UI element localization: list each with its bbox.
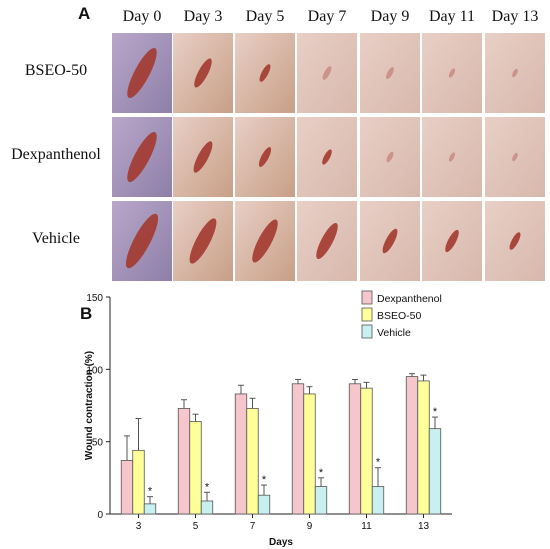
bar <box>189 421 202 515</box>
legend-swatch <box>361 324 373 339</box>
x-tick-label: 11 <box>361 521 372 532</box>
legend-swatch <box>361 307 373 322</box>
day-label: Day 3 <box>183 8 223 25</box>
wound-photo <box>422 117 482 197</box>
x-tick-label: 7 <box>250 521 256 532</box>
bar <box>348 383 362 515</box>
wound-photo <box>485 201 545 281</box>
wound-contraction-chart: B 0 50 100 150 Wound contraction (%) 3 * 5 * 7 * 9 * 1… <box>80 290 452 548</box>
significance-mark: * <box>262 474 267 486</box>
y-tick-label: 50 <box>92 438 104 449</box>
wound-photo <box>112 201 172 281</box>
row-label: Dexpanthenol <box>11 146 101 163</box>
wound-photo <box>297 33 357 113</box>
bar <box>303 393 316 515</box>
wound-photo <box>112 33 172 113</box>
x-tick-label: 5 <box>193 521 199 532</box>
wound-photo <box>173 201 233 281</box>
bar <box>177 407 191 515</box>
bar <box>234 393 248 515</box>
wound-photo <box>235 117 295 197</box>
bar <box>314 486 328 515</box>
legend-label: Vehicle <box>377 327 411 339</box>
bar <box>360 387 373 515</box>
significance-mark: * <box>319 467 324 479</box>
bar <box>132 449 145 515</box>
wound-photo <box>485 117 545 197</box>
row-label: Vehicle <box>32 230 80 247</box>
wound-photo <box>297 117 357 197</box>
wound-photo <box>422 33 482 113</box>
significance-mark: * <box>433 406 438 418</box>
wound-photo <box>297 201 357 281</box>
wound-photo <box>173 33 233 113</box>
bar <box>291 383 305 515</box>
bar <box>200 500 214 515</box>
bar <box>428 428 442 515</box>
day-label: Day 9 <box>370 8 410 25</box>
wound-photo <box>360 33 420 113</box>
panel-b-letter: B <box>80 304 92 323</box>
legend-label: Dexpanthenol <box>377 293 442 305</box>
bar <box>120 460 134 515</box>
wound-photo <box>173 117 233 197</box>
day-label: Day 0 <box>122 8 162 25</box>
wound-photo <box>360 117 420 197</box>
x-tick-label: 13 <box>418 521 430 532</box>
x-tick-label: 9 <box>307 521 313 532</box>
significance-mark: * <box>205 481 210 493</box>
wound-photo <box>235 201 295 281</box>
bar <box>417 380 430 515</box>
y-axis-label: Wound contraction (%) <box>84 351 95 460</box>
y-tick-label: 150 <box>86 293 103 304</box>
significance-mark: * <box>148 486 153 498</box>
day-label: Day 7 <box>307 8 347 25</box>
wound-photo <box>235 33 295 113</box>
y-tick-label: 0 <box>97 510 103 521</box>
wound-photo <box>422 201 482 281</box>
bar <box>371 486 385 515</box>
legend-label: BSEO-50 <box>377 310 422 322</box>
bar <box>257 494 271 515</box>
wound-photo <box>112 117 172 197</box>
bar <box>143 503 157 515</box>
y-tick-label: 100 <box>86 365 103 376</box>
day-label: Day 11 <box>428 8 476 25</box>
bar <box>405 376 419 515</box>
x-tick-label: 3 <box>136 521 142 532</box>
row-label: BSEO-50 <box>24 62 88 79</box>
day-label: Day 13 <box>491 8 539 25</box>
wound-photo <box>485 33 545 113</box>
panel-a-letter: A <box>78 4 91 23</box>
day-label: Day 5 <box>245 8 285 25</box>
legend-swatch <box>361 290 373 305</box>
x-axis-label: Days <box>269 537 293 548</box>
significance-mark: * <box>376 457 381 469</box>
bar <box>246 407 259 515</box>
wound-photo <box>360 201 420 281</box>
